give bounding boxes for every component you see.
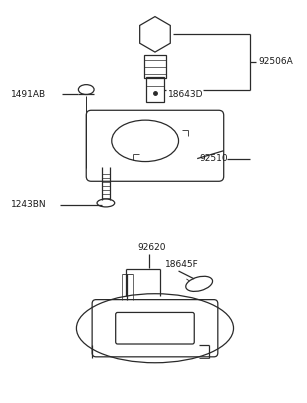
Text: 92506A: 92506A [258,58,293,66]
Bar [146,77,164,102]
Bar [144,55,166,78]
Text: 18643D: 18643D [168,90,203,99]
Text: 92510: 92510 [199,154,228,163]
Text: 1491AB: 1491AB [11,90,46,99]
Text: 18645F: 18645F [165,260,199,269]
Text: 1243BN: 1243BN [11,200,46,210]
Text: 92620: 92620 [137,243,166,252]
